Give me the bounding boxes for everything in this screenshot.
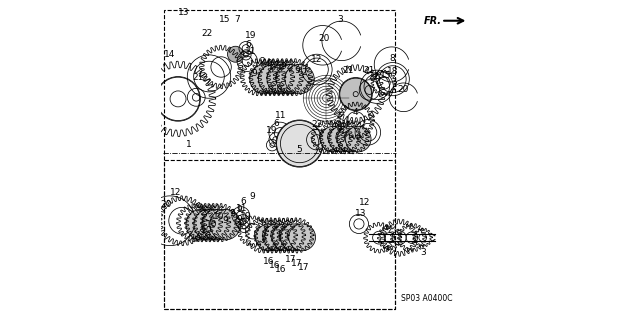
Circle shape [276, 64, 305, 94]
Text: 9: 9 [280, 63, 286, 71]
Text: 6: 6 [241, 197, 246, 206]
Text: SP03 A0400C: SP03 A0400C [401, 294, 452, 303]
Text: 6: 6 [245, 40, 251, 48]
Text: 20: 20 [161, 200, 172, 209]
Circle shape [272, 224, 299, 251]
Text: 21: 21 [342, 66, 354, 75]
Text: 9: 9 [223, 216, 228, 225]
Text: 9: 9 [237, 215, 243, 224]
Text: 10: 10 [207, 220, 218, 229]
Text: 22: 22 [311, 120, 323, 129]
Circle shape [337, 126, 363, 152]
Text: 5: 5 [297, 145, 303, 154]
Text: 3: 3 [420, 248, 426, 256]
Text: 10: 10 [213, 212, 224, 221]
Text: 6: 6 [273, 119, 279, 128]
Circle shape [285, 64, 314, 94]
Text: 16: 16 [269, 261, 280, 270]
Text: 1: 1 [186, 140, 192, 149]
Text: 11: 11 [236, 204, 248, 213]
Text: 19: 19 [244, 31, 256, 40]
Circle shape [289, 224, 316, 251]
Text: 9: 9 [252, 69, 257, 78]
Text: 18: 18 [387, 67, 399, 76]
Text: 20: 20 [397, 85, 408, 94]
Circle shape [255, 224, 282, 251]
Text: 13: 13 [178, 8, 189, 17]
Text: 11: 11 [244, 47, 256, 56]
Text: 12: 12 [311, 56, 323, 64]
Text: 2: 2 [259, 57, 265, 66]
Text: 14: 14 [164, 50, 176, 59]
Text: 17: 17 [298, 263, 309, 272]
Text: 9: 9 [294, 66, 300, 75]
Text: 3: 3 [337, 15, 342, 24]
Text: 2: 2 [273, 61, 279, 70]
Text: 2: 2 [301, 68, 307, 77]
Text: 11: 11 [275, 111, 287, 120]
Text: 22: 22 [369, 72, 380, 81]
Text: 16: 16 [263, 257, 275, 266]
Text: 13: 13 [355, 209, 367, 218]
Text: 19: 19 [266, 126, 278, 135]
Circle shape [227, 46, 243, 62]
Text: 2: 2 [287, 64, 293, 73]
Circle shape [264, 224, 291, 251]
Text: 15: 15 [218, 15, 230, 24]
Circle shape [186, 209, 217, 240]
Text: 16: 16 [275, 265, 286, 274]
Circle shape [280, 224, 307, 251]
Circle shape [340, 78, 372, 110]
Circle shape [321, 126, 346, 152]
Circle shape [346, 126, 371, 152]
Text: 22: 22 [201, 29, 212, 38]
Text: 20: 20 [318, 34, 330, 43]
Circle shape [194, 209, 225, 240]
Text: 4: 4 [353, 108, 358, 117]
Text: 15: 15 [380, 71, 392, 80]
Text: 7: 7 [234, 15, 240, 24]
Text: 8: 8 [390, 54, 396, 63]
Text: 10: 10 [201, 226, 212, 235]
Text: 21: 21 [364, 66, 375, 75]
Circle shape [276, 121, 323, 167]
Text: 9: 9 [250, 192, 255, 201]
Circle shape [267, 64, 296, 94]
Circle shape [250, 64, 279, 94]
Text: 9: 9 [266, 59, 272, 68]
Text: 12: 12 [170, 189, 182, 197]
Circle shape [329, 126, 355, 152]
Circle shape [210, 209, 241, 240]
Text: FR.: FR. [424, 16, 442, 26]
Text: 17: 17 [285, 255, 296, 263]
Text: 17: 17 [291, 259, 303, 268]
Text: 9: 9 [229, 209, 235, 218]
Text: 12: 12 [359, 198, 371, 207]
Text: 19: 19 [240, 212, 252, 221]
Text: 21: 21 [193, 73, 204, 82]
Circle shape [259, 64, 288, 94]
Circle shape [202, 209, 232, 240]
Text: 9: 9 [237, 205, 243, 214]
